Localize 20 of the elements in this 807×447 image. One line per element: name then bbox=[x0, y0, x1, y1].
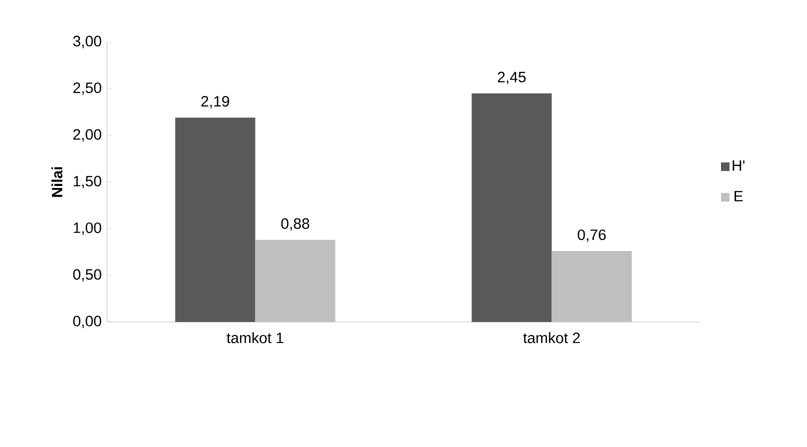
y-tick-label: 0,50 bbox=[73, 269, 102, 282]
bar bbox=[175, 118, 256, 322]
bar bbox=[552, 251, 632, 322]
bar bbox=[472, 93, 552, 322]
y-tick-label: 1,50 bbox=[74, 176, 102, 188]
y-tick-label: 2,50 bbox=[73, 82, 102, 95]
legend-label: E bbox=[734, 190, 743, 202]
y-tick-label: 3,00 bbox=[73, 36, 102, 48]
data-label: 2,45 bbox=[498, 72, 526, 84]
y-tick-label: 0,00 bbox=[73, 316, 102, 328]
bar bbox=[255, 240, 336, 322]
y-axis-title: Nilai bbox=[51, 167, 62, 197]
data-label: 0,88 bbox=[281, 218, 310, 231]
x-tick-label: tamkot 1 bbox=[226, 332, 284, 344]
x-tick-label: tamkot 2 bbox=[523, 332, 580, 344]
legend-label: H' bbox=[732, 160, 744, 171]
data-label: 0,76 bbox=[578, 229, 606, 242]
y-tick-label: 2,00 bbox=[73, 129, 102, 142]
data-label: 2,19 bbox=[201, 96, 230, 108]
y-tick-label: 1,00 bbox=[74, 222, 102, 235]
